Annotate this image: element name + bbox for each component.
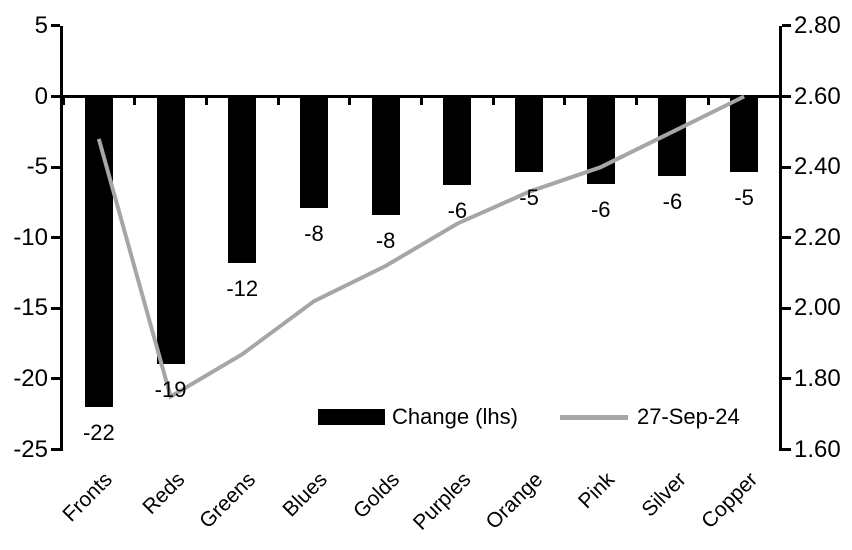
bar-value-label: -5	[519, 185, 539, 211]
right-tick-label: 2.40	[794, 153, 841, 181]
right-tick-label: 2.60	[794, 82, 841, 110]
category-tick	[635, 95, 639, 105]
right-tick-label: 2.20	[794, 223, 841, 251]
left-tick	[51, 24, 60, 28]
category-tick	[706, 95, 710, 105]
left-tick-label: -10	[13, 223, 48, 251]
right-tick	[782, 236, 791, 240]
right-tick	[782, 306, 791, 310]
bar-value-label: -12	[226, 275, 259, 301]
bar-value-label: -19	[154, 377, 187, 403]
category-tick	[491, 95, 495, 105]
bar-value-label: -22	[82, 419, 115, 445]
left-tick	[51, 377, 60, 381]
legend-bar-swatch-icon	[318, 409, 385, 425]
right-tick-label: 2.80	[794, 11, 841, 39]
legend: Change (lhs) 27-Sep-24	[318, 403, 740, 431]
left-tick-label: 0	[34, 82, 48, 110]
left-tick	[51, 306, 60, 310]
bar-value-label: -6	[447, 197, 468, 223]
right-tick	[782, 165, 791, 169]
legend-label-change: Change (lhs)	[392, 404, 518, 429]
bar	[156, 96, 185, 365]
right-tick	[782, 95, 791, 98]
bar-value-label: -6	[590, 196, 611, 222]
left-tick-label: -20	[13, 364, 48, 392]
left-tick	[51, 165, 60, 169]
category-tick	[276, 95, 280, 105]
category-tick	[563, 95, 567, 105]
bar-value-label: -8	[304, 220, 324, 246]
bar-value-label: -5	[734, 185, 754, 211]
category-tick	[348, 95, 352, 105]
right-axis	[779, 26, 782, 451]
bar	[228, 96, 257, 263]
bar-value-label: -8	[375, 227, 396, 253]
left-tick-label: -25	[13, 435, 48, 463]
category-tick	[420, 95, 423, 105]
bar	[371, 96, 400, 215]
left-tick-label: 5	[34, 11, 48, 39]
bar	[299, 96, 328, 208]
legend-line-swatch-icon	[559, 414, 628, 420]
category-tick	[133, 95, 137, 105]
category-tick	[61, 95, 65, 105]
right-tick-label: 2.00	[794, 294, 841, 322]
category-tick	[204, 95, 208, 105]
legend-label-date: 27-Sep-24	[636, 404, 740, 429]
line-series-path	[96, 94, 745, 400]
right-tick	[782, 377, 791, 381]
bar	[515, 96, 544, 173]
left-tick-label: -15	[13, 294, 48, 322]
bar	[84, 96, 113, 407]
right-tick-label: 1.80	[794, 364, 841, 392]
left-tick-label: -5	[26, 153, 48, 181]
category-tick	[778, 95, 782, 105]
left-axis	[60, 26, 63, 451]
left-tick	[51, 236, 60, 240]
bar	[730, 96, 759, 173]
right-tick-label: 1.60	[794, 435, 841, 463]
right-tick	[782, 448, 791, 451]
bar-value-label: -6	[662, 189, 683, 215]
left-tick	[51, 448, 60, 451]
bar	[443, 96, 472, 185]
right-tick	[782, 24, 791, 28]
left-tick	[51, 95, 60, 98]
